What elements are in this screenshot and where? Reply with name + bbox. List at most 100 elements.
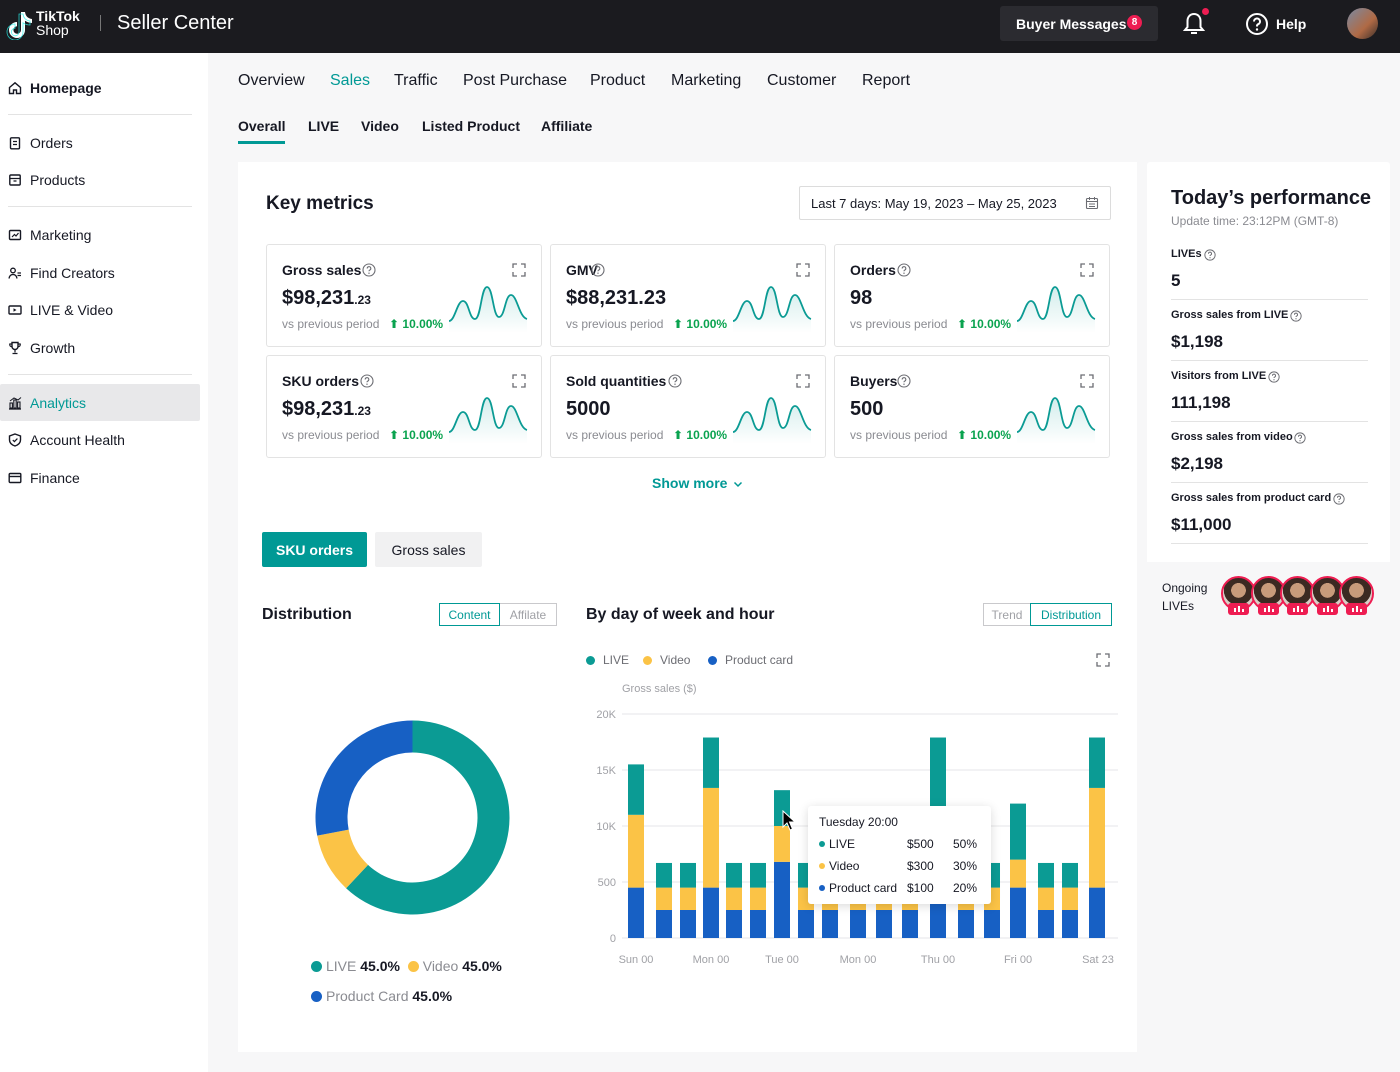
segment-content[interactable]: Content bbox=[439, 603, 500, 626]
subtab-live[interactable]: LIVE bbox=[308, 118, 340, 134]
bar-segment-video[interactable] bbox=[774, 826, 790, 862]
buyer-messages-button[interactable]: Buyer Messages 8 bbox=[1000, 6, 1158, 41]
donut-slice-product-card[interactable] bbox=[315, 720, 413, 836]
help-circle-icon[interactable] bbox=[1333, 493, 1345, 505]
gross-sales-button[interactable]: Gross sales bbox=[375, 532, 482, 567]
help-circle-icon[interactable] bbox=[897, 263, 911, 277]
segment-distribution[interactable]: Distribution bbox=[1030, 603, 1112, 626]
bar-segment-product-card[interactable] bbox=[1062, 910, 1078, 938]
expand-icon[interactable] bbox=[1080, 374, 1094, 388]
bar-segment-product-card[interactable] bbox=[703, 887, 719, 938]
bar-segment-product-card[interactable] bbox=[902, 910, 918, 938]
bar-segment-live[interactable] bbox=[703, 737, 719, 788]
profile-avatar[interactable] bbox=[1347, 8, 1378, 39]
sidebar-item-homepage[interactable]: Homepage bbox=[0, 69, 200, 106]
bar-segment-product-card[interactable] bbox=[1089, 887, 1105, 938]
bar-segment-product-card[interactable] bbox=[774, 861, 790, 938]
bar-segment-live[interactable] bbox=[726, 862, 742, 888]
bell-icon[interactable] bbox=[1182, 11, 1206, 37]
help-circle-icon[interactable] bbox=[1268, 371, 1280, 383]
bar-segment-live[interactable] bbox=[1089, 737, 1105, 788]
bar-segment-video[interactable] bbox=[750, 887, 766, 910]
bar-segment-product-card[interactable] bbox=[958, 910, 974, 938]
bar-segment-product-card[interactable] bbox=[726, 910, 742, 938]
expand-icon[interactable] bbox=[796, 263, 810, 277]
bar-segment-video[interactable] bbox=[680, 887, 696, 910]
help-icon[interactable] bbox=[1245, 12, 1269, 36]
bar-segment-product-card[interactable] bbox=[798, 910, 814, 938]
bar-segment-product-card[interactable] bbox=[850, 910, 866, 938]
tab-overview[interactable]: Overview bbox=[238, 72, 305, 89]
sku-orders-button[interactable]: SKU orders bbox=[262, 532, 367, 567]
metric-card-sku-orders[interactable]: SKU orders $98,231.23 vs previous period ⬆ … bbox=[266, 355, 542, 458]
sidebar-item-marketing[interactable]: Marketing bbox=[0, 216, 200, 253]
tab-post-purchase[interactable]: Post Purchase bbox=[463, 72, 568, 89]
bar-segment-video[interactable] bbox=[656, 887, 672, 910]
help-circle-icon[interactable] bbox=[1204, 249, 1216, 261]
help-circle-icon[interactable] bbox=[668, 374, 682, 388]
help-circle-icon[interactable] bbox=[897, 374, 911, 388]
sidebar-item-orders[interactable]: Orders bbox=[0, 124, 200, 161]
bar-segment-product-card[interactable] bbox=[1010, 887, 1026, 938]
tab-traffic[interactable]: Traffic bbox=[394, 72, 438, 89]
sidebar-item-find-creators[interactable]: Find Creators bbox=[0, 254, 200, 291]
donut-slice-live[interactable] bbox=[346, 720, 510, 915]
sidebar-item-analytics[interactable]: Analytics bbox=[0, 384, 200, 421]
tab-marketing[interactable]: Marketing bbox=[671, 72, 742, 89]
tab-product[interactable]: Product bbox=[590, 72, 646, 89]
bar-segment-product-card[interactable] bbox=[656, 910, 672, 938]
help-circle-icon[interactable] bbox=[1294, 432, 1306, 444]
tab-customer[interactable]: Customer bbox=[767, 72, 837, 89]
bar-segment-live[interactable] bbox=[1010, 803, 1026, 860]
bar-segment-live[interactable] bbox=[1038, 862, 1054, 888]
metric-card-buyers[interactable]: Buyers 500 vs previous period ⬆ 10.00% bbox=[834, 355, 1110, 458]
bar-segment-product-card[interactable] bbox=[750, 910, 766, 938]
date-range-picker[interactable]: Last 7 days: May 19, 2023 – May 25, 2023 bbox=[799, 186, 1111, 220]
sidebar-item-growth[interactable]: Growth bbox=[0, 329, 200, 366]
help-circle-icon[interactable] bbox=[360, 374, 374, 388]
bar-segment-video[interactable] bbox=[1038, 887, 1054, 910]
expand-icon[interactable] bbox=[512, 374, 526, 388]
metric-card-orders[interactable]: Orders 98 vs previous period ⬆ 10.00% bbox=[834, 244, 1110, 347]
help-circle-icon[interactable] bbox=[1290, 310, 1302, 322]
sidebar-item-account-health[interactable]: Account Health bbox=[0, 421, 200, 458]
bar-segment-video[interactable] bbox=[1062, 887, 1078, 910]
show-more-link[interactable]: Show more bbox=[652, 475, 728, 491]
subtab-affiliate[interactable]: Affiliate bbox=[541, 118, 593, 134]
expand-icon[interactable] bbox=[512, 263, 526, 277]
bar-segment-product-card[interactable] bbox=[984, 910, 1000, 938]
expand-icon[interactable] bbox=[796, 374, 810, 388]
expand-icon[interactable] bbox=[1080, 263, 1094, 277]
sidebar-item-live-video[interactable]: LIVE & Video bbox=[0, 291, 200, 328]
bar-segment-product-card[interactable] bbox=[1038, 910, 1054, 938]
chevron-down-icon[interactable] bbox=[732, 478, 744, 490]
segment-affiliate[interactable]: Affilate bbox=[499, 603, 557, 626]
donut-slice-video[interactable] bbox=[317, 829, 369, 889]
bar-segment-video[interactable] bbox=[1010, 859, 1026, 888]
tab-sales[interactable]: Sales bbox=[330, 72, 371, 89]
bar-segment-live[interactable] bbox=[1062, 862, 1078, 888]
subtab-overall[interactable]: Overall bbox=[238, 118, 286, 134]
segment-trend[interactable]: Trend bbox=[983, 603, 1031, 626]
tab-report[interactable]: Report bbox=[862, 72, 911, 89]
sidebar-item-products[interactable]: Products bbox=[0, 161, 200, 198]
bar-segment-live[interactable] bbox=[628, 764, 644, 815]
subtab-video[interactable]: Video bbox=[361, 118, 399, 134]
help-link[interactable]: Help bbox=[1276, 16, 1307, 32]
bar-segment-live[interactable] bbox=[680, 862, 696, 888]
metric-card-sold-quantities[interactable]: Sold quantities 5000 vs previous period ⬆ 1… bbox=[550, 355, 826, 458]
bar-segment-product-card[interactable] bbox=[680, 910, 696, 938]
bar-segment-video[interactable] bbox=[1089, 787, 1105, 888]
bar-segment-video[interactable] bbox=[703, 787, 719, 888]
help-circle-icon[interactable] bbox=[362, 263, 376, 277]
help-circle-icon[interactable] bbox=[591, 263, 605, 277]
bar-segment-product-card[interactable] bbox=[628, 887, 644, 938]
metric-card-gross-sales[interactable]: Gross sales $98,231.23 vs previous period ⬆… bbox=[266, 244, 542, 347]
bar-segment-video[interactable] bbox=[726, 887, 742, 910]
bar-segment-live[interactable] bbox=[656, 862, 672, 888]
bar-segment-product-card[interactable] bbox=[822, 910, 838, 938]
sidebar-item-finance[interactable]: Finance bbox=[0, 459, 200, 496]
bar-segment-video[interactable] bbox=[628, 814, 644, 888]
metric-card-gmv[interactable]: GMV $88,231.23 vs previous period ⬆ 10.00% bbox=[550, 244, 826, 347]
bar-segment-product-card[interactable] bbox=[876, 910, 892, 938]
